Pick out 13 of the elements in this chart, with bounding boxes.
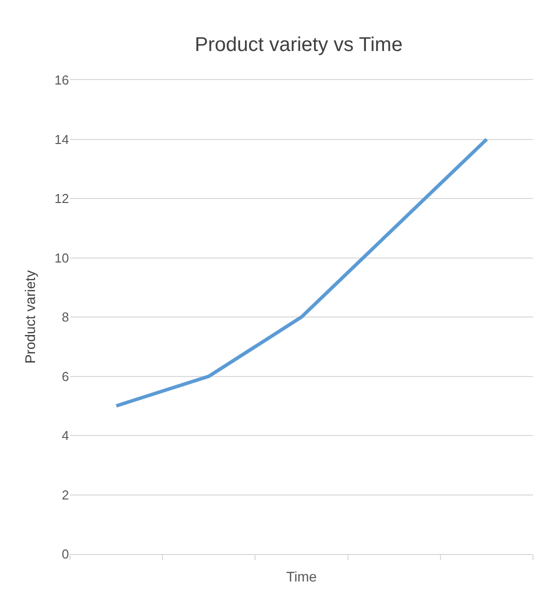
y-tick-label: 4: [62, 428, 69, 444]
x-axis-title: Time: [286, 568, 318, 585]
y-tick-label: 6: [62, 368, 69, 384]
y-tick-label: 12: [54, 191, 69, 206]
y-tick-label: 10: [54, 250, 69, 266]
y-tick-label: 14: [54, 132, 69, 147]
y-tick-label: 2: [62, 487, 69, 502]
y-axis-title: Product variety: [22, 270, 38, 364]
chart-title: Product variety vs Time: [194, 34, 403, 56]
line-series: [114, 138, 488, 408]
y-tick-label: 8: [62, 310, 69, 325]
y-tick-label: 16: [54, 72, 69, 88]
y-tick-label: 0: [62, 546, 69, 562]
